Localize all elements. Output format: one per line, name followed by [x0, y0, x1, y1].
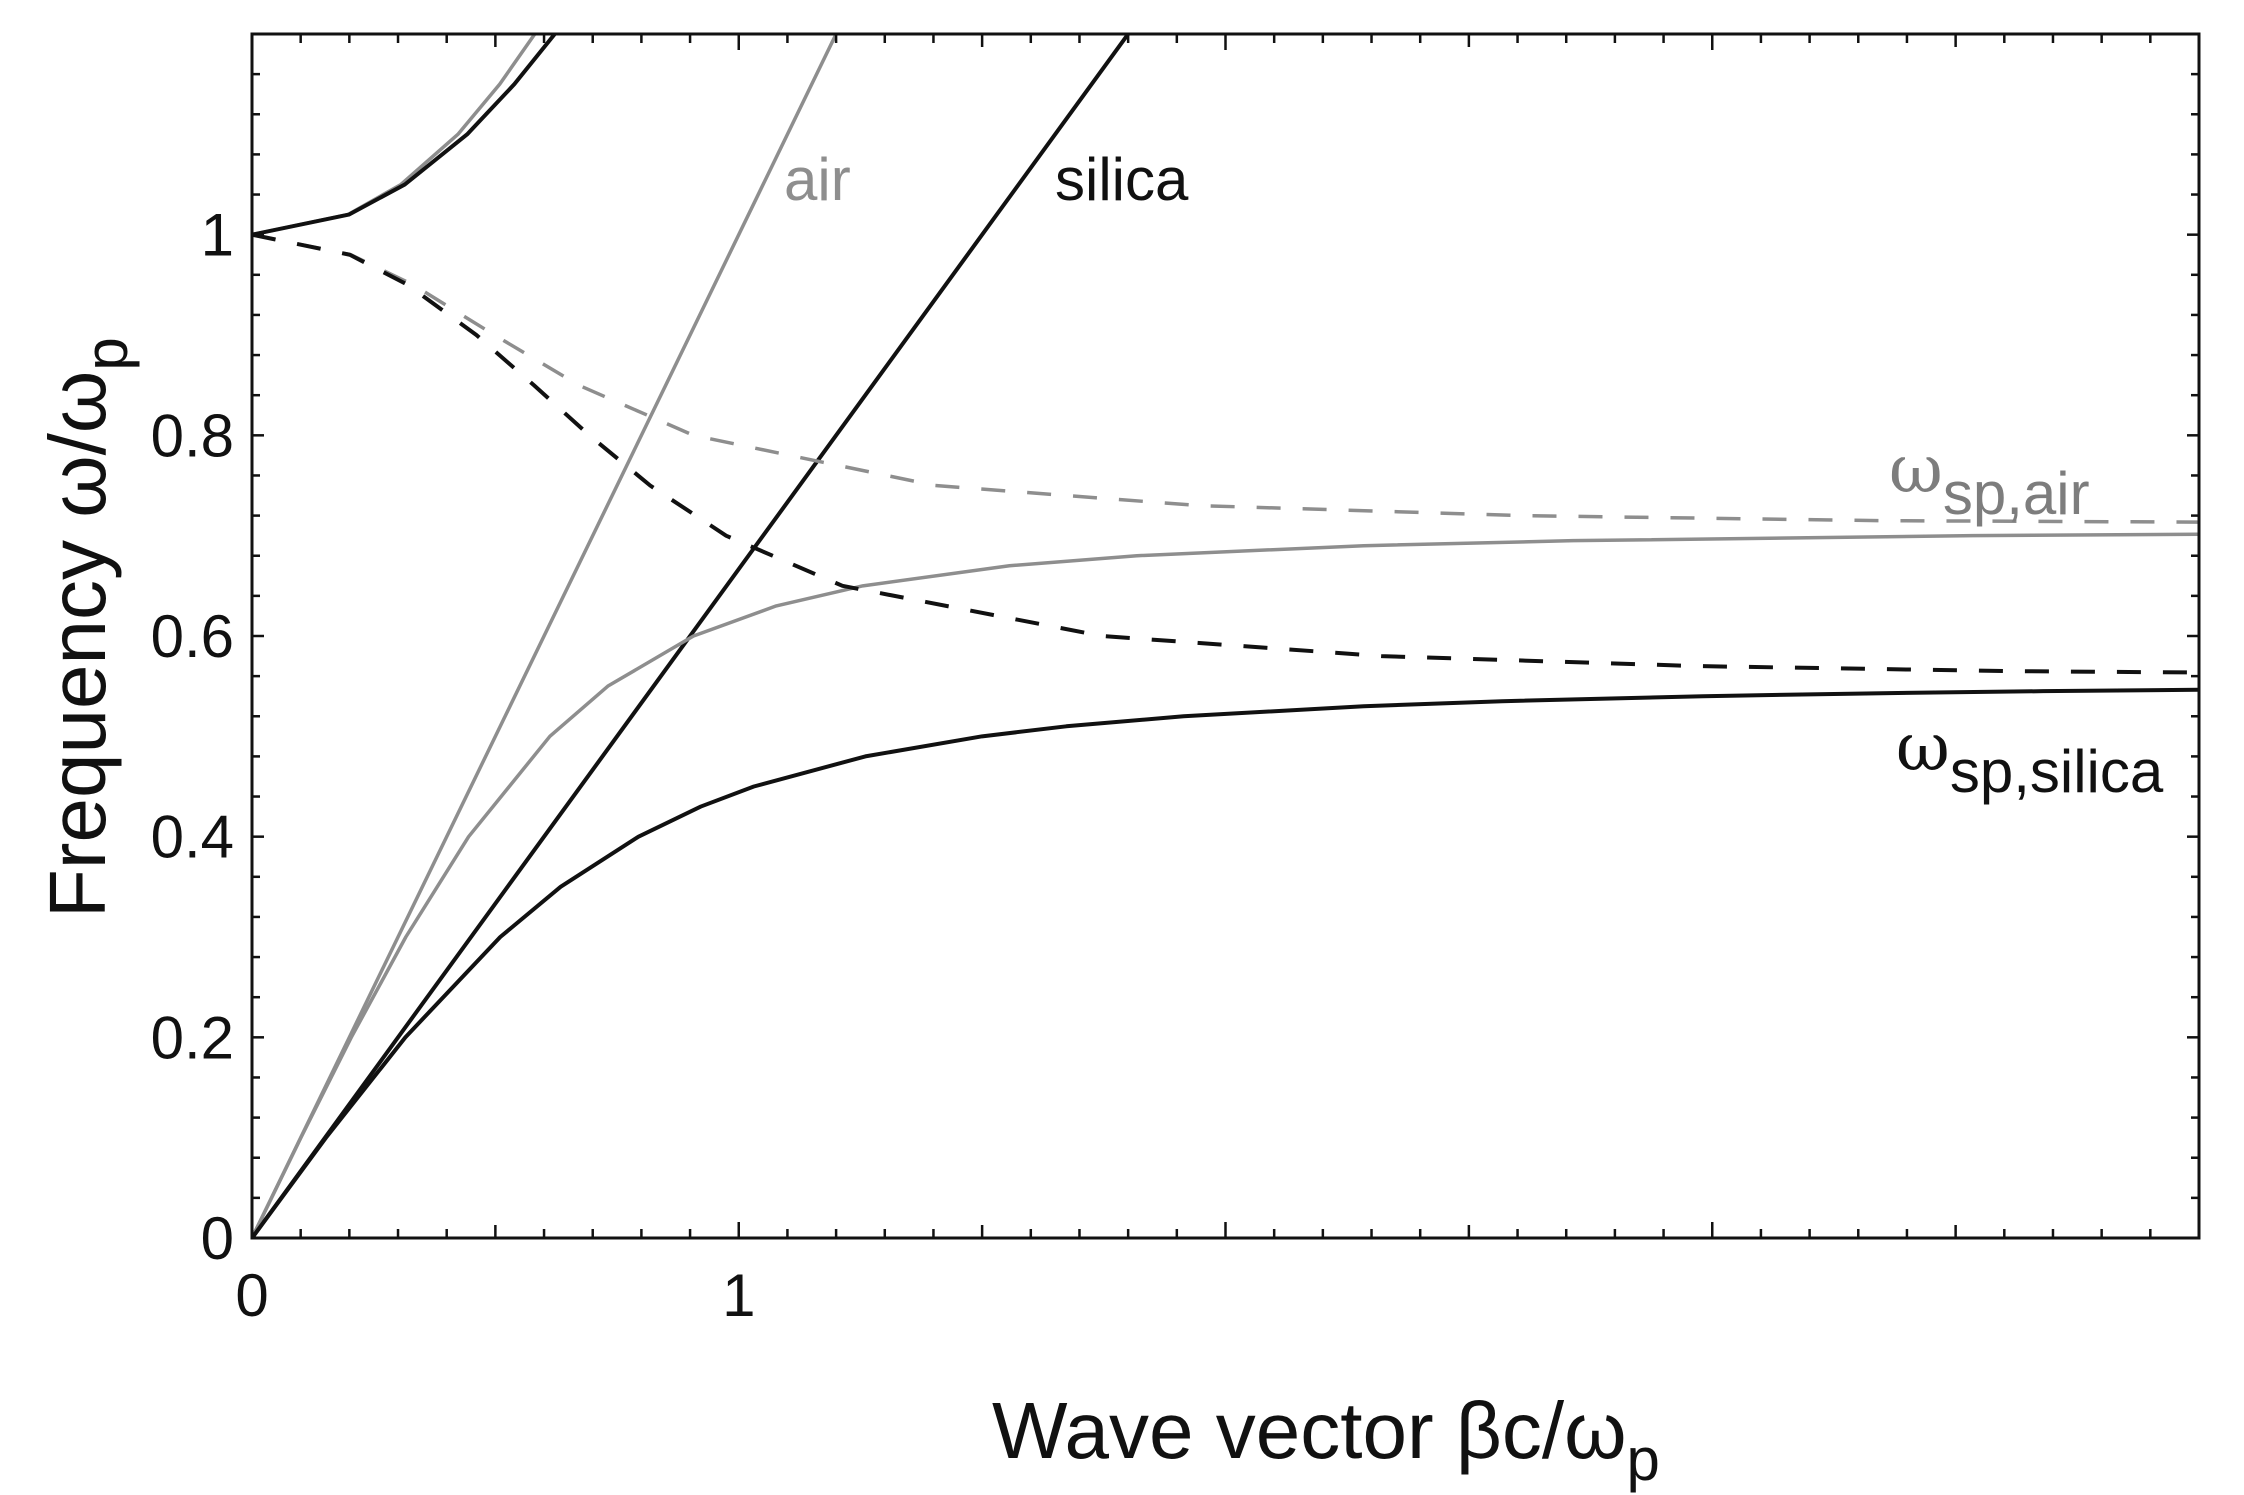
y-tick-label: 0.6 — [151, 603, 234, 670]
subscript: sp,silica — [1950, 738, 2164, 805]
y-axis-label: Frequency ω/ωp — [33, 337, 140, 918]
x-tick-label: 1 — [722, 1262, 755, 1329]
series-curve-1 — [252, 34, 1131, 1238]
annotation-silica: silica — [1055, 146, 1189, 213]
annotation-air: air — [784, 146, 851, 213]
omega-symbol: ω — [1889, 431, 1943, 508]
annotation-omega-sp-silica: ωsp,silica — [1896, 709, 2164, 805]
y-tick-label: 0.2 — [151, 1004, 234, 1071]
x-axis-label: Wave vector βc/ωp — [992, 1386, 1660, 1493]
series-curve-2 — [252, 532, 2199, 1238]
omega-symbol: ω — [1896, 709, 1950, 786]
subscript: sp,air — [1943, 460, 2090, 527]
series-curve-4 — [252, 34, 537, 237]
annotation-omega-sp-air: ωsp,air — [1889, 431, 2090, 527]
y-tick-label: 1 — [201, 202, 234, 269]
series-curve-5 — [252, 687, 2199, 1238]
y-tick-label: 0 — [201, 1205, 234, 1272]
y-tick-label: 0.8 — [151, 402, 234, 469]
curves — [252, 34, 2199, 1238]
series-curve-6 — [252, 232, 2199, 675]
y-tick-label: 0.4 — [151, 804, 234, 871]
series-curve-0 — [252, 34, 839, 1238]
x-tick-label: 0 — [235, 1262, 268, 1329]
series-curve-7 — [252, 34, 557, 237]
tick-labels: 0 1 0 0.2 0.4 0.6 0.8 1 — [151, 202, 756, 1329]
ticks — [250, 32, 2201, 1240]
